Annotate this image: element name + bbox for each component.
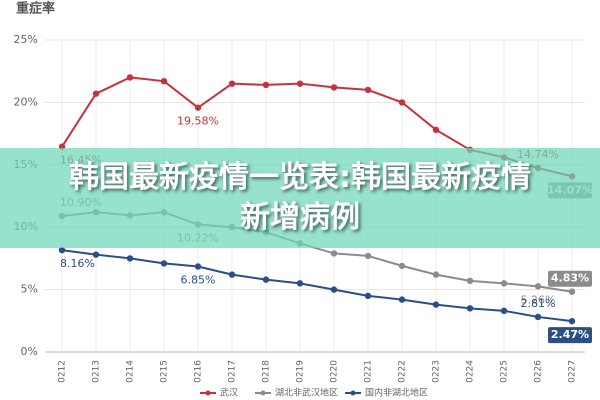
- data-point: [58, 246, 66, 254]
- data-point: [330, 250, 338, 257]
- legend-label: 湖北非武汉地区: [275, 387, 338, 399]
- x-tick-label: 0219: [296, 360, 306, 383]
- data-point: [194, 263, 202, 270]
- x-tick-label: 0226: [534, 360, 544, 383]
- legend-item: 武汉: [200, 387, 238, 399]
- x-tick-label: 0213: [92, 360, 102, 383]
- data-point: [126, 74, 134, 81]
- x-tick-label: 0217: [228, 360, 238, 383]
- value-label-box: 2.47%: [548, 327, 592, 344]
- value-label: 6.85%: [181, 274, 216, 287]
- data-point: [466, 277, 474, 285]
- x-tick-label: 0214: [126, 360, 136, 383]
- data-point: [92, 90, 100, 97]
- series-line: [61, 249, 573, 323]
- data-point: [534, 283, 542, 290]
- data-point: [432, 126, 440, 134]
- data-point: [228, 80, 236, 87]
- legend-dot: [350, 390, 356, 396]
- banner-title: 韩国最新疫情一览表:韩国最新疫情新增病例: [69, 160, 531, 235]
- x-tick-label: 0222: [398, 360, 408, 383]
- data-point: [160, 77, 168, 85]
- x-tick-label: 0216: [194, 360, 204, 383]
- data-point: [568, 317, 576, 325]
- data-point: [92, 251, 100, 258]
- data-point: [296, 280, 304, 287]
- y-tick-label: 20%: [14, 95, 38, 108]
- x-tick-label: 0215: [160, 360, 170, 383]
- data-point: [364, 86, 372, 94]
- legend-label: 国内非湖北地区: [365, 387, 428, 399]
- x-tick-label: 0225: [500, 360, 510, 383]
- data-point: [398, 262, 406, 270]
- x-tick-label: 0227: [568, 360, 578, 383]
- x-tick-label: 0224: [466, 360, 476, 383]
- data-point: [330, 84, 338, 91]
- x-tick-label: 0218: [262, 360, 272, 383]
- value-label: 5.26%: [521, 293, 556, 306]
- y-tick-label: 5%: [21, 283, 38, 296]
- data-point: [262, 276, 270, 283]
- x-tick-label: 0221: [364, 360, 374, 383]
- y-tick-label: 0%: [21, 345, 38, 358]
- value-label: 8.16%: [60, 257, 95, 270]
- data-point: [194, 104, 202, 111]
- data-point: [262, 81, 270, 89]
- banner-band: [0, 148, 600, 248]
- data-point: [466, 305, 474, 312]
- chart-title: 重症率: [16, 1, 55, 17]
- x-tick-label: 0223: [432, 360, 442, 383]
- data-point: [398, 296, 406, 303]
- data-point: [228, 271, 236, 278]
- data-point: [500, 280, 508, 287]
- legend-label: 武汉: [220, 387, 238, 399]
- x-tick-label: 0212: [58, 360, 68, 383]
- legend-item: 国内非湖北地区: [345, 387, 428, 399]
- y-tick-label: 25%: [14, 33, 38, 46]
- legend-dot: [205, 390, 211, 396]
- data-point: [432, 301, 440, 308]
- data-point: [364, 252, 372, 260]
- data-point: [534, 313, 542, 321]
- value-label-box: 4.83%: [548, 270, 592, 287]
- data-point: [296, 80, 304, 87]
- data-point: [364, 292, 372, 300]
- data-point: [126, 255, 134, 262]
- legend-item: 湖北非武汉地区: [255, 387, 338, 399]
- label-box: [548, 270, 592, 287]
- legend-dot: [260, 390, 266, 396]
- data-point: [330, 286, 338, 293]
- x-tick-label: 0220: [330, 360, 340, 383]
- value-label: 19.58%: [177, 115, 219, 128]
- label-box: [548, 327, 592, 344]
- data-point: [568, 288, 576, 295]
- data-point: [160, 260, 168, 267]
- data-point: [398, 99, 406, 106]
- value-label: 2.47%: [551, 328, 589, 341]
- value-label: 2.81%: [521, 297, 556, 310]
- data-point: [500, 307, 508, 315]
- value-label: 4.83%: [551, 272, 589, 285]
- data-point: [432, 271, 440, 278]
